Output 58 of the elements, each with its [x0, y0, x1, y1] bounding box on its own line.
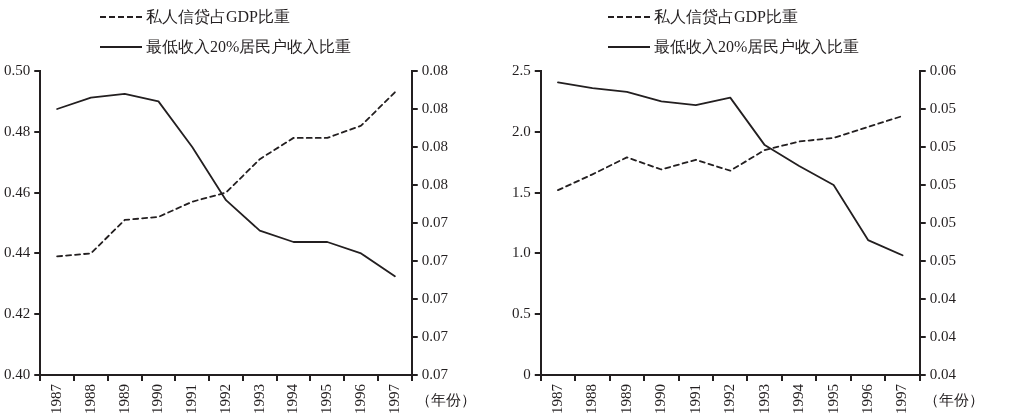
x-axis-title: （年份）: [415, 391, 476, 408]
legend-label: 最低收入20%居民户收入比重: [146, 37, 352, 57]
y2-tick-label: 0.07: [421, 365, 449, 382]
x-tick-label: 1995: [824, 384, 841, 414]
y-tick-label: 0.48: [4, 122, 31, 139]
y-tick-label: 0.50: [4, 61, 31, 78]
y2-tick-label: 0.07: [421, 327, 449, 344]
x-tick-label: 1993: [250, 384, 267, 414]
x-tick-label: 1990: [149, 384, 166, 414]
y-tick-label: 0.42: [4, 305, 31, 322]
x-tick-label: 1991: [183, 384, 200, 414]
y2-tick-label: 0.08: [421, 61, 448, 78]
y2-tick-label: 0.05: [929, 251, 956, 268]
y-tick-label: 0.5: [512, 305, 531, 322]
x-tick-label: 1987: [48, 383, 65, 414]
y-tick-label: 2.0: [512, 122, 531, 139]
x-tick-label: 1996: [352, 383, 369, 414]
x-tick-label: 1994: [284, 383, 301, 414]
x-axis-title: （年份）: [923, 391, 984, 408]
y-tick-label: 0: [523, 365, 531, 382]
x-tick-label: 1989: [617, 384, 634, 414]
y-tick-label: 0.40: [4, 365, 31, 382]
x-tick-label: 1989: [115, 384, 132, 414]
y2-tick-label: 0.08: [421, 99, 448, 116]
x-tick-label: 1992: [216, 384, 233, 414]
x-tick-label: 1996: [859, 383, 876, 414]
y2-tick-label: 0.08: [421, 137, 448, 154]
x-tick-label: 1990: [652, 384, 669, 414]
y-tick-label: 2.5: [512, 61, 531, 78]
x-tick-label: 1997: [893, 383, 910, 414]
x-tick-label: 1991: [686, 384, 703, 414]
y2-tick-label: 0.04: [929, 365, 957, 382]
legend-label: 最低收入20%居民户收入比重: [654, 37, 860, 57]
y2-tick-label: 0.06: [929, 61, 957, 78]
y2-tick-label: 0.04: [929, 327, 957, 344]
y2-tick-label: 0.04: [929, 289, 957, 306]
legend-label: 私人信贷占GDP比重: [146, 7, 291, 27]
y2-tick-label: 0.05: [929, 213, 956, 230]
y-tick-label: 1.0: [512, 244, 531, 261]
y2-tick-label: 0.07: [421, 251, 449, 268]
y-tick-label: 1.5: [512, 183, 531, 200]
x-tick-label: 1997: [385, 383, 402, 414]
x-tick-label: 1995: [318, 384, 335, 414]
x-tick-label: 1992: [721, 384, 738, 414]
y2-tick-label: 0.05: [929, 99, 956, 116]
y2-tick-label: 0.08: [421, 175, 448, 192]
x-tick-label: 1993: [755, 384, 772, 414]
x-tick-label: 1987: [548, 383, 565, 414]
x-tick-label: 1994: [790, 383, 807, 414]
y-tick-label: 0.46: [4, 183, 31, 200]
x-tick-label: 1988: [81, 384, 98, 414]
x-tick-label: 1988: [583, 384, 600, 414]
y2-tick-label: 0.05: [929, 137, 956, 154]
y2-tick-label: 0.07: [421, 213, 449, 230]
y2-tick-label: 0.05: [929, 175, 956, 192]
legend-label: 私人信贷占GDP比重: [654, 7, 799, 27]
y-tick-label: 0.44: [4, 244, 31, 261]
y2-tick-label: 0.07: [421, 289, 449, 306]
